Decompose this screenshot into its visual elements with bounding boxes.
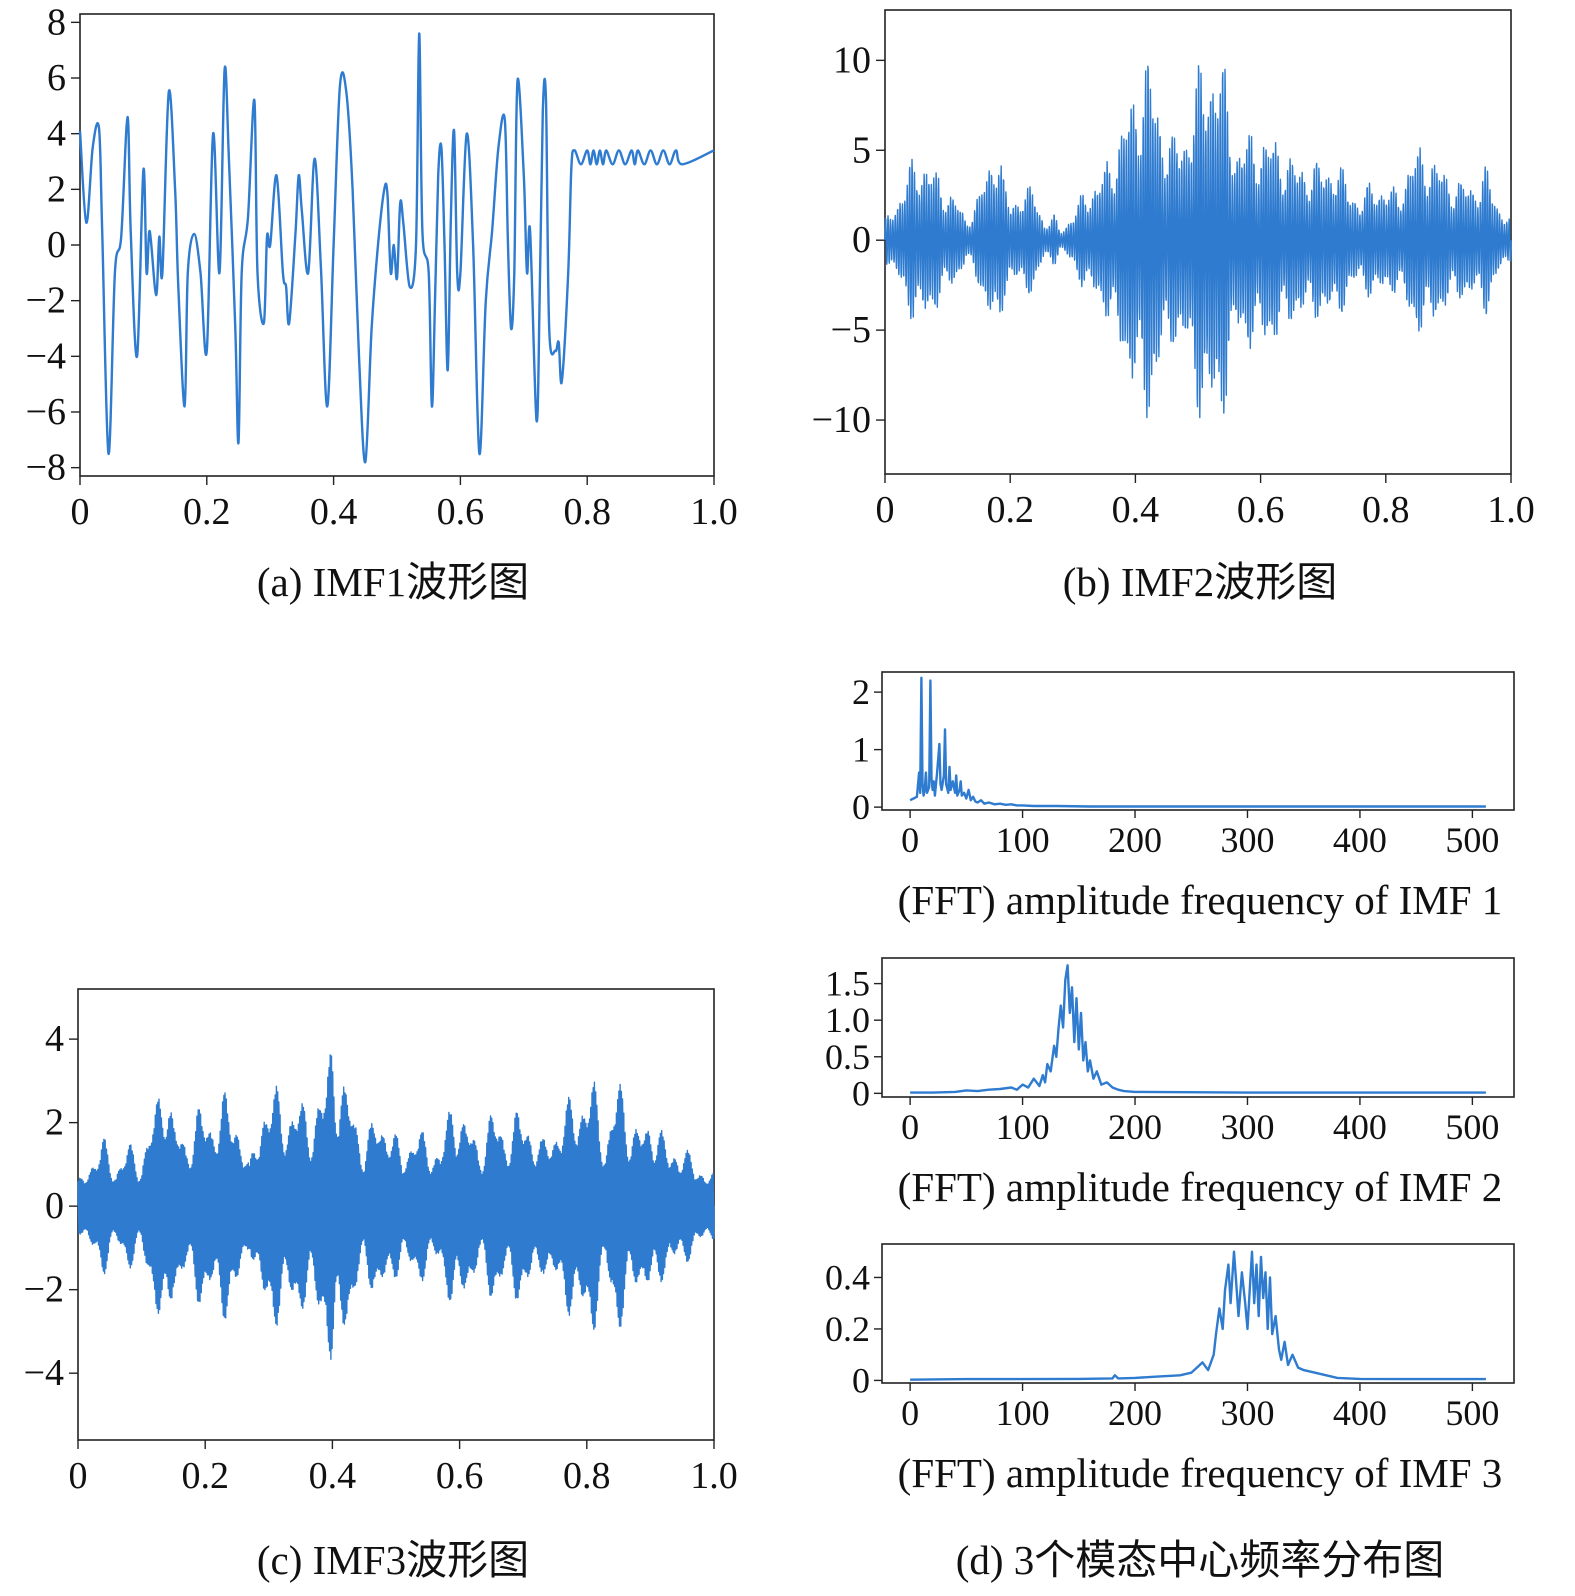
fft3-ytick-label: 0.4: [825, 1257, 870, 1297]
imf2-ytick-label: 5: [852, 129, 871, 171]
fft3-ytick-label: 0: [852, 1360, 870, 1400]
fft3-series-line: [910, 1250, 1486, 1381]
imf3-ytick-label: 4: [45, 1018, 64, 1060]
fft3-frame: [881, 1243, 1515, 1384]
fft2-series-line: [910, 964, 1486, 1094]
imf3-xtick-label: 0: [69, 1455, 88, 1497]
imf3-xtick-label: 0.8: [563, 1455, 611, 1497]
fft1-xtick-label: 500: [1445, 820, 1499, 860]
imf3-series-line: [77, 1054, 715, 1360]
fft1-ytick-label: 0: [852, 787, 870, 827]
fft1-series-line: [909, 676, 1486, 808]
imf3-xtick-label: 1.0: [690, 1455, 738, 1497]
imf2-ytick-label: 0: [852, 219, 871, 261]
fft2-ytick-label: 1.5: [825, 964, 870, 1004]
fft3-title: (FFT) amplitude frequency of IMF 3: [898, 1450, 1503, 1496]
imf2-xtick-label: 1.0: [1487, 489, 1535, 531]
imf1-ytick-label: 6: [47, 57, 66, 99]
fft3-xtick-label: 400: [1333, 1393, 1387, 1433]
imf1-xtick-label: 1.0: [690, 491, 738, 533]
imf1-chart: 0 0.2 0.4 0.6 0.8 1.0 −8 −6 −4 −2 0 2 4 6 8: [26, 1, 738, 533]
caption-a: (a) IMF1波形图: [257, 559, 529, 605]
imf2-chart: 0 0.2 0.4 0.6 0.8 1.0 −10 −5 0 5 10: [812, 9, 1535, 531]
fft1-frame: [881, 671, 1515, 811]
imf3-ytick-label: −4: [24, 1352, 64, 1394]
imf1-series-line: [78, 32, 715, 464]
imf3-ytick-label: 2: [45, 1102, 64, 1144]
fft1-chart: 0 100 200 300 400 500 0 1 2 (FFT) amplitude frequ…: [852, 671, 1515, 923]
imf2-ytick-label: −5: [831, 309, 871, 351]
imf3-xtick-label: 0.4: [309, 1455, 357, 1497]
imf1-ytick-label: −6: [26, 391, 66, 433]
imf1-xtick-label: 0.2: [183, 491, 231, 533]
fft3-chart: 0 100 200 300 400 500 0 0.2 0.4 (FFT) amplitude f…: [825, 1243, 1515, 1496]
fft1-xtick-label: 100: [996, 820, 1050, 860]
fft2-xtick-label: 200: [1108, 1107, 1162, 1147]
fft2-xtick-label: 300: [1220, 1107, 1274, 1147]
imf2-series-line: [884, 65, 1512, 419]
fft3-xtick-label: 0: [901, 1393, 919, 1433]
imf1-ytick-label: −2: [26, 280, 66, 322]
fft1-xtick-label: 300: [1220, 820, 1274, 860]
imf1-ytick-label: 2: [47, 168, 66, 210]
imf2-xtick-label: 0.8: [1362, 489, 1410, 531]
imf3-ytick-label: −2: [24, 1269, 64, 1311]
imf3-xtick-label: 0.6: [436, 1455, 484, 1497]
fft2-xtick-label: 500: [1445, 1107, 1499, 1147]
fft1-xtick-label: 400: [1333, 820, 1387, 860]
imf1-ytick-label: 8: [47, 1, 66, 43]
fft1-ytick-label: 2: [852, 672, 870, 712]
fft3-xtick-label: 500: [1445, 1393, 1499, 1433]
imf1-ytick-label: −4: [26, 335, 66, 377]
fft2-ytick-label: 0.5: [825, 1037, 870, 1077]
imf2-xtick-label: 0.2: [986, 489, 1034, 531]
imf2-xtick-label: 0: [876, 489, 895, 531]
fft3-ytick-label: 0.2: [825, 1309, 870, 1349]
imf2-xtick-label: 0.4: [1112, 489, 1160, 531]
fft2-ytick-label: 0: [852, 1073, 870, 1113]
imf3-xtick-label: 0.2: [181, 1455, 229, 1497]
fft1-xtick-label: 200: [1108, 820, 1162, 860]
imf2-ytick-label: −10: [812, 399, 871, 441]
imf1-xtick-label: 0.4: [310, 491, 358, 533]
imf1-ytick-label: 4: [47, 113, 66, 155]
fft3-xtick-label: 100: [996, 1393, 1050, 1433]
imf1-xtick-label: 0: [71, 491, 90, 533]
fft2-frame: [881, 957, 1515, 1098]
fft3-xtick-label: 300: [1220, 1393, 1274, 1433]
fft1-title: (FFT) amplitude frequency of IMF 1: [898, 877, 1503, 923]
fft2-ytick-label: 1.0: [825, 1000, 870, 1040]
fft1-xtick-label: 0: [901, 820, 919, 860]
imf1-ytick-label: −8: [26, 447, 66, 489]
caption-b: (b) IMF2波形图: [1063, 559, 1337, 605]
fft1-ytick-label: 1: [852, 730, 870, 770]
imf3-chart: 0 0.2 0.4 0.6 0.8 1.0 −4 −2 0 2 4: [24, 988, 738, 1497]
imf1-xtick-label: 0.6: [437, 491, 485, 533]
fft2-xtick-label: 0: [901, 1107, 919, 1147]
fft2-title: (FFT) amplitude frequency of IMF 2: [898, 1164, 1503, 1210]
imf1-frame: [79, 13, 715, 477]
imf2-xtick-label: 0.6: [1237, 489, 1285, 531]
fft2-xtick-label: 100: [996, 1107, 1050, 1147]
caption-d: (d) 3个模态中心频率分布图: [956, 1537, 1445, 1583]
fft2-xtick-label: 400: [1333, 1107, 1387, 1147]
imf3-ytick-label: 0: [45, 1185, 64, 1227]
fft3-xtick-label: 200: [1108, 1393, 1162, 1433]
imf1-xtick-label: 0.8: [563, 491, 611, 533]
caption-c: (c) IMF3波形图: [257, 1537, 529, 1583]
imf2-ytick-label: 10: [833, 39, 871, 81]
imf1-ytick-label: 0: [47, 224, 66, 266]
